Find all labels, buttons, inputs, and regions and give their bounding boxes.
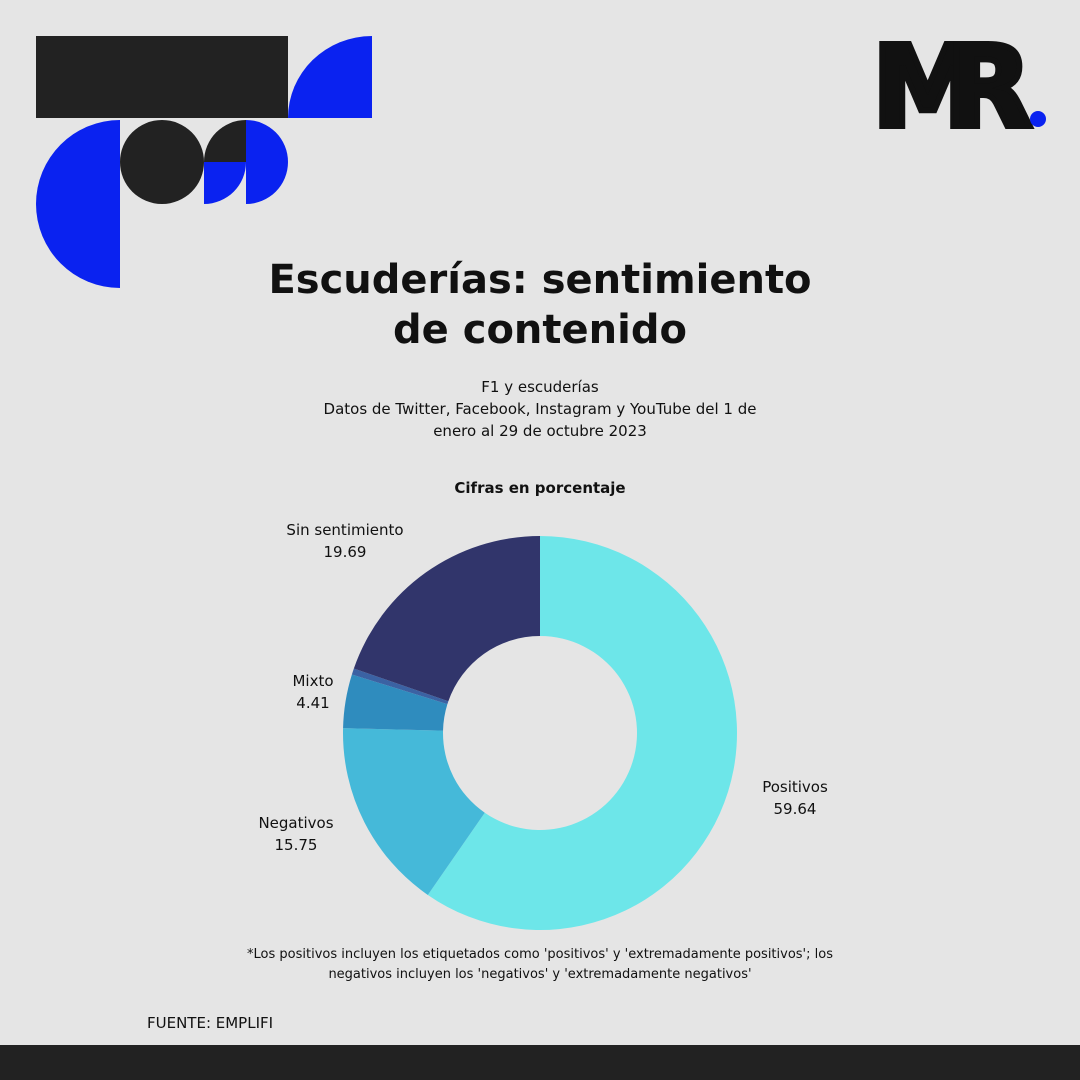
deco xyxy=(36,36,288,118)
subtitle: Datos de Twitter, Facebook, Instagram y … xyxy=(323,400,757,440)
footer-bar xyxy=(0,1045,1080,1080)
slice-value: 19.69 xyxy=(324,543,367,561)
slice-label: Sin sentimiento xyxy=(286,521,403,539)
slice xyxy=(427,536,737,930)
deco xyxy=(288,36,372,118)
slice-value: 4.41 xyxy=(296,694,329,712)
subtitle: F1 y escuderías xyxy=(481,378,599,396)
deco xyxy=(204,120,246,162)
slice-value: 15.75 xyxy=(275,836,318,854)
slice-label: Mixto xyxy=(292,672,333,690)
slice-label: Positivos xyxy=(762,778,828,796)
footnote: *Los positivos incluyen los etiquetados … xyxy=(247,947,833,982)
logo-dot xyxy=(1030,111,1046,127)
deco xyxy=(36,120,120,288)
source: FUENTE: EMPLIFI xyxy=(147,1014,274,1032)
slice xyxy=(353,536,540,702)
deco xyxy=(120,120,204,204)
chart-title: Escuderías: sentimiento de contenido xyxy=(268,257,812,353)
deco xyxy=(246,120,288,204)
logo: MR xyxy=(872,23,1032,153)
slice xyxy=(351,668,449,705)
value-label: Cifras en porcentaje xyxy=(454,479,626,497)
slice xyxy=(343,674,448,731)
slice xyxy=(343,728,485,895)
deco xyxy=(204,162,246,204)
slice-label: Negativos xyxy=(258,814,333,832)
slice-value: 59.64 xyxy=(774,800,817,818)
